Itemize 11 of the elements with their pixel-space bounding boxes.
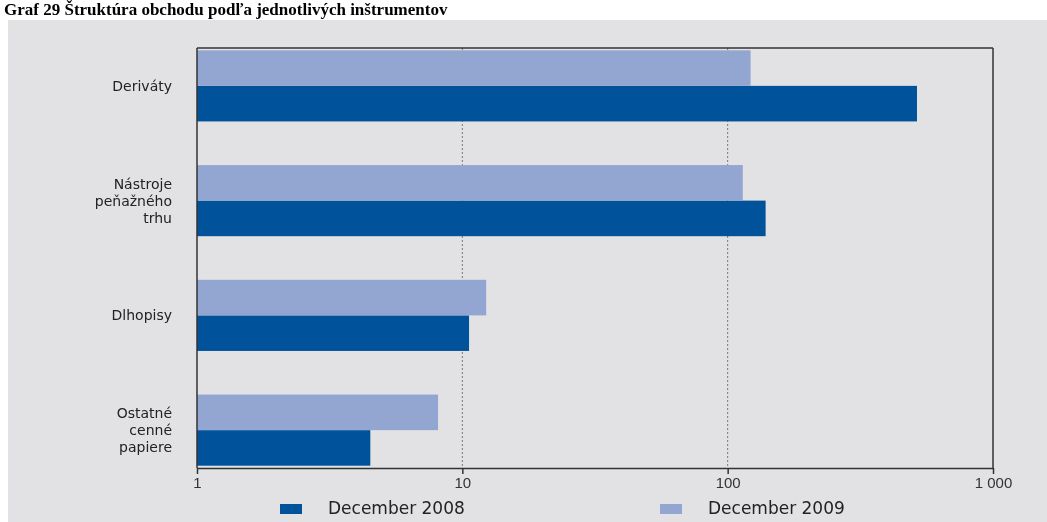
y-tick-label: Dlhopisy — [111, 307, 172, 324]
x-tick-label: 10 — [454, 473, 472, 491]
x-tick-label: 1 — [193, 473, 202, 491]
y-tick-label: Ostatné cenné papiere — [116, 405, 172, 456]
legend-label: December 2008 — [328, 498, 465, 518]
chart-title: Graf 29 Štruktúra obchodu podľa jednotlivých inštrumentov — [4, 0, 448, 19]
y-tick-label: Nástroje peňažného trhu — [94, 175, 172, 226]
y-tick-label: Deriváty — [112, 77, 172, 94]
x-tick-label: 100 — [715, 473, 741, 491]
legend-label: December 2009 — [708, 498, 845, 518]
x-tick-label: 1 000 — [974, 473, 1013, 491]
